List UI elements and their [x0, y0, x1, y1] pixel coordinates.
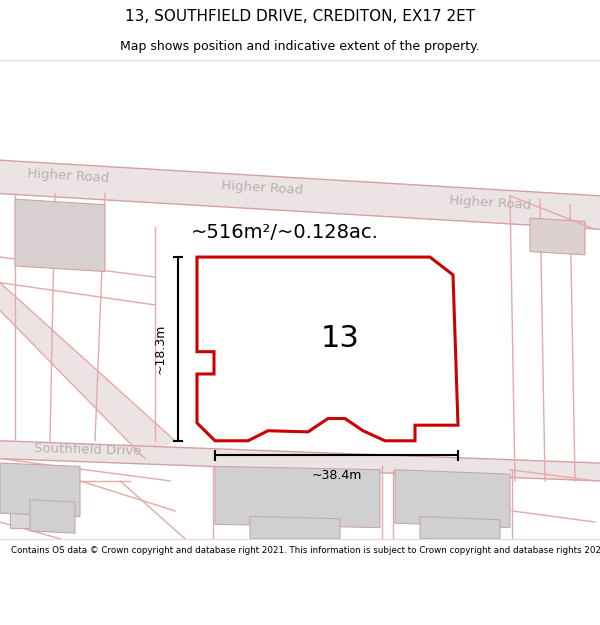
Text: Contains OS data © Crown copyright and database right 2021. This information is : Contains OS data © Crown copyright and d… [11, 546, 600, 554]
Polygon shape [197, 257, 458, 441]
Polygon shape [420, 516, 500, 539]
Text: Higher Road: Higher Road [221, 179, 303, 197]
Polygon shape [215, 466, 380, 528]
Text: ~516m²/~0.128ac.: ~516m²/~0.128ac. [191, 223, 379, 242]
Polygon shape [530, 218, 585, 255]
Text: Higher Road: Higher Road [27, 167, 109, 185]
Polygon shape [0, 160, 600, 229]
Text: Southfield Drive: Southfield Drive [34, 442, 142, 458]
Polygon shape [0, 282, 175, 459]
Polygon shape [395, 470, 510, 528]
Text: Map shows position and indicative extent of the property.: Map shows position and indicative extent… [120, 40, 480, 53]
Polygon shape [0, 463, 80, 516]
Polygon shape [222, 274, 390, 366]
Text: 13, SOUTHFIELD DRIVE, CREDITON, EX17 2ET: 13, SOUTHFIELD DRIVE, CREDITON, EX17 2ET [125, 9, 475, 24]
Polygon shape [10, 481, 65, 528]
Polygon shape [15, 199, 105, 271]
Text: ~38.4m: ~38.4m [311, 469, 362, 482]
Polygon shape [30, 500, 75, 533]
Text: ~18.3m: ~18.3m [154, 324, 167, 374]
Text: 13: 13 [320, 324, 359, 353]
Polygon shape [250, 516, 340, 539]
Polygon shape [0, 441, 600, 481]
Text: Higher Road: Higher Road [449, 194, 531, 211]
